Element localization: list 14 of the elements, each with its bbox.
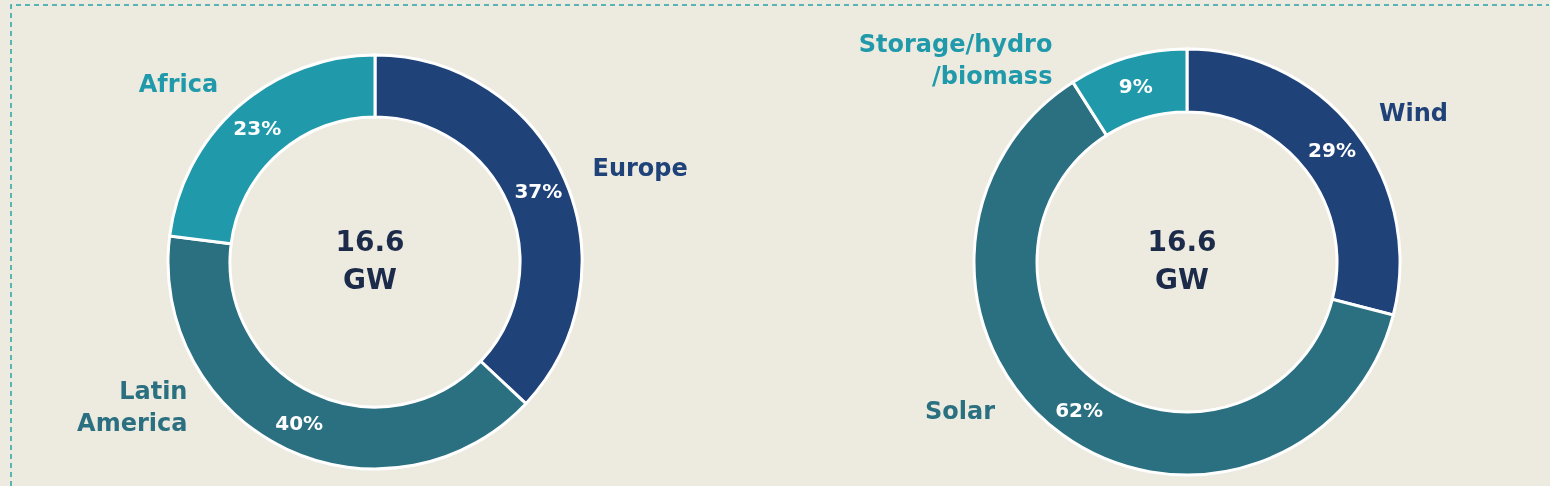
data-label: 62% [1055, 398, 1104, 423]
slice-label: Latin America [77, 376, 188, 437]
text: 16.6 GW [334, 224, 406, 298]
slice-label: Wind [1379, 99, 1448, 128]
data-label: 9% [1118, 73, 1153, 98]
slice-label: Solar [925, 397, 996, 426]
data-label: 37% [514, 179, 563, 204]
slice-label: Europe [592, 153, 688, 182]
slice-label: Africa [138, 70, 219, 99]
data-label: 40% [275, 411, 324, 436]
data-label: 29% [1308, 137, 1356, 162]
slice-label: Storage/hydro/biomass [858, 29, 1053, 90]
data-label: 23% [233, 116, 282, 141]
text: 16.6 GW [1146, 224, 1218, 298]
